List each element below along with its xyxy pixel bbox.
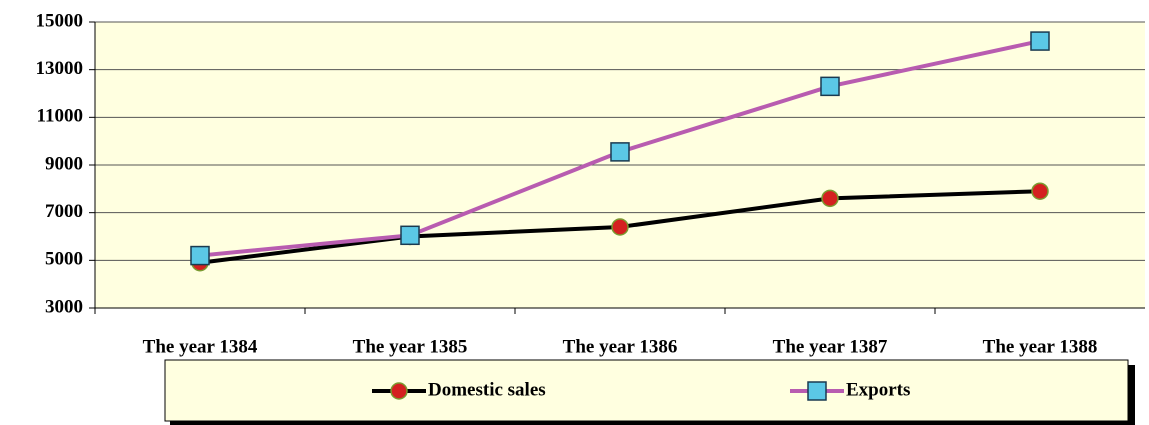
data-point (821, 189, 839, 208)
data-point (820, 76, 840, 97)
data-point (1031, 182, 1049, 200)
x-tick-label: The year 1384 (143, 336, 258, 357)
y-tick-label: 13000 (36, 58, 84, 79)
legend-marker (390, 382, 408, 400)
x-tick-label: The year 1387 (773, 336, 888, 357)
legend-label: Exports (846, 379, 910, 400)
legend-label: Domestic sales (428, 379, 546, 400)
x-tick-label: The year 1386 (563, 336, 678, 357)
y-tick-label: 7000 (45, 201, 83, 222)
x-tick-label: The year 1388 (983, 336, 1098, 357)
legend-box (164, 359, 1129, 422)
data-point (610, 142, 630, 162)
data-point (190, 245, 210, 266)
y-tick-label: 15000 (36, 10, 84, 31)
y-tick-label: 11000 (37, 106, 83, 127)
data-point (400, 225, 420, 246)
data-point (611, 218, 629, 236)
x-tick-label: The year 1385 (353, 336, 468, 357)
data-point (1030, 31, 1050, 51)
y-tick-label: 3000 (45, 296, 83, 317)
legend-marker (807, 381, 827, 401)
y-tick-label: 5000 (45, 249, 83, 270)
y-tick-label: 9000 (45, 153, 83, 174)
